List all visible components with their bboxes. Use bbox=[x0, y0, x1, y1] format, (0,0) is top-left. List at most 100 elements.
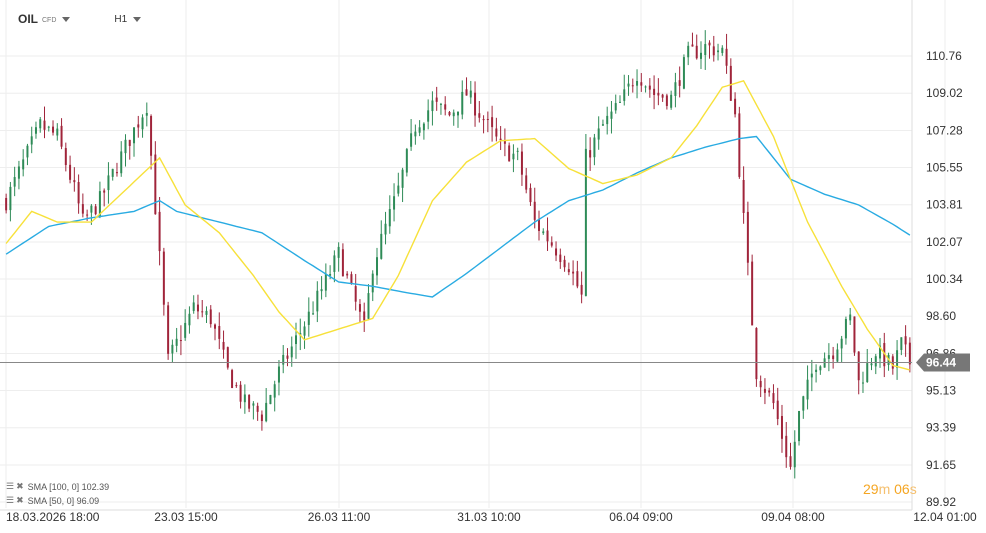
candle-body bbox=[802, 396, 805, 411]
timeframe-chevron-down-icon[interactable] bbox=[133, 16, 142, 22]
candle-body bbox=[627, 83, 630, 87]
candle-body bbox=[482, 119, 485, 121]
candle-body bbox=[111, 168, 114, 177]
y-tick-label: 95.13 bbox=[926, 384, 956, 398]
candle-body bbox=[120, 151, 123, 174]
settings-lines-icon[interactable]: ☰ bbox=[6, 495, 15, 505]
candle-body bbox=[729, 65, 732, 101]
y-tick-label: 98.60 bbox=[926, 309, 956, 323]
candle-body bbox=[904, 336, 907, 345]
candle-body bbox=[461, 91, 464, 115]
candle-body bbox=[13, 177, 16, 187]
candle-body bbox=[273, 384, 276, 398]
candle-body bbox=[589, 150, 592, 158]
candle-body bbox=[606, 115, 609, 125]
candle-body bbox=[772, 393, 775, 404]
candle-body bbox=[333, 255, 336, 272]
symbol-chevron-down-icon[interactable] bbox=[62, 16, 71, 22]
candle-body bbox=[474, 92, 477, 116]
y-tick-label: 93.39 bbox=[926, 421, 956, 435]
y-tick-label: 103.81 bbox=[926, 198, 963, 212]
timeframe-selector[interactable]: H1 bbox=[114, 13, 128, 25]
candle-body bbox=[384, 223, 387, 235]
candle-body bbox=[452, 112, 455, 117]
candle-body bbox=[823, 358, 826, 368]
candle-body bbox=[154, 154, 157, 215]
candle-body bbox=[214, 324, 217, 329]
candle-body bbox=[422, 123, 425, 131]
candle-body bbox=[69, 164, 72, 180]
candle-body bbox=[60, 125, 63, 147]
candle-body bbox=[277, 366, 280, 383]
symbol-name[interactable]: OIL bbox=[18, 12, 38, 26]
candle-body bbox=[371, 273, 374, 293]
countdown-minutes: 29 bbox=[863, 481, 879, 497]
candle-body bbox=[77, 182, 80, 204]
candle-body bbox=[768, 390, 771, 393]
candle-body bbox=[286, 355, 289, 359]
candle-body bbox=[572, 271, 575, 274]
candle-body bbox=[614, 103, 617, 111]
candle-body bbox=[849, 314, 852, 321]
candle-body bbox=[734, 98, 737, 115]
candle-body bbox=[678, 80, 681, 86]
candle-body bbox=[64, 148, 67, 166]
candle-body bbox=[290, 346, 293, 358]
countdown-seconds-unit: s bbox=[909, 481, 917, 497]
y-tick-label: 110.76 bbox=[926, 49, 962, 63]
candle-body bbox=[256, 405, 259, 412]
candle-body bbox=[699, 52, 702, 59]
x-tick-label: 18.03.2026 18:00 bbox=[6, 510, 100, 524]
close-icon[interactable]: ✖ bbox=[16, 481, 24, 491]
candle-body bbox=[576, 271, 579, 287]
candle-body bbox=[43, 120, 46, 130]
candle-body bbox=[167, 305, 170, 354]
candle-body bbox=[508, 145, 511, 162]
candle-body bbox=[367, 293, 370, 319]
candle-body bbox=[137, 124, 140, 128]
candle-body bbox=[128, 139, 131, 146]
candle-body bbox=[644, 86, 647, 88]
candle-body bbox=[243, 394, 246, 403]
candle-body bbox=[853, 316, 856, 353]
indicator-sma100: ☰ ✖ SMA [100, 0] 102.39 bbox=[6, 481, 109, 492]
candle-body bbox=[418, 127, 421, 133]
candle-body bbox=[687, 45, 690, 58]
candle-body bbox=[235, 385, 238, 387]
candle-body bbox=[380, 233, 383, 259]
candle-body bbox=[861, 382, 864, 384]
candle-body bbox=[785, 435, 788, 458]
candle-body bbox=[444, 104, 447, 110]
time-axis[interactable]: 18.03.2026 18:00 23.03 15:00 26.03 11:00 31… bbox=[6, 510, 977, 524]
candle-body bbox=[358, 304, 361, 312]
candle-body bbox=[5, 197, 8, 211]
candle-body bbox=[550, 242, 553, 246]
candle-body bbox=[516, 150, 519, 152]
candle-body bbox=[815, 369, 818, 373]
close-icon[interactable]: ✖ bbox=[16, 495, 24, 505]
candle-body bbox=[525, 175, 528, 190]
symbol-tag: CFD bbox=[42, 17, 57, 24]
candle-body bbox=[636, 80, 639, 86]
candle-body bbox=[346, 273, 349, 276]
candle-body bbox=[601, 124, 604, 126]
candle-body bbox=[520, 151, 523, 175]
candle-body bbox=[695, 45, 698, 59]
candle-body bbox=[329, 274, 332, 276]
settings-lines-icon[interactable]: ☰ bbox=[6, 481, 15, 491]
candle-body bbox=[397, 185, 400, 194]
candle-body bbox=[73, 180, 76, 183]
candle-body bbox=[17, 166, 20, 179]
candle-body bbox=[691, 44, 694, 47]
candle-body bbox=[124, 139, 127, 154]
candle-body bbox=[431, 100, 434, 112]
candle-body bbox=[260, 414, 263, 422]
price-tag-label: 96.44 bbox=[926, 355, 956, 369]
x-tick-label: 26.03 11:00 bbox=[308, 510, 371, 524]
price-axis[interactable]: 110.76 109.02 107.28 105.55 103.81 102.07 100.… bbox=[926, 49, 963, 509]
candle-body bbox=[162, 251, 165, 305]
candle-body bbox=[717, 50, 720, 53]
chart-toolbar: OIL CFD H1 bbox=[18, 10, 142, 28]
candle-body bbox=[393, 196, 396, 210]
